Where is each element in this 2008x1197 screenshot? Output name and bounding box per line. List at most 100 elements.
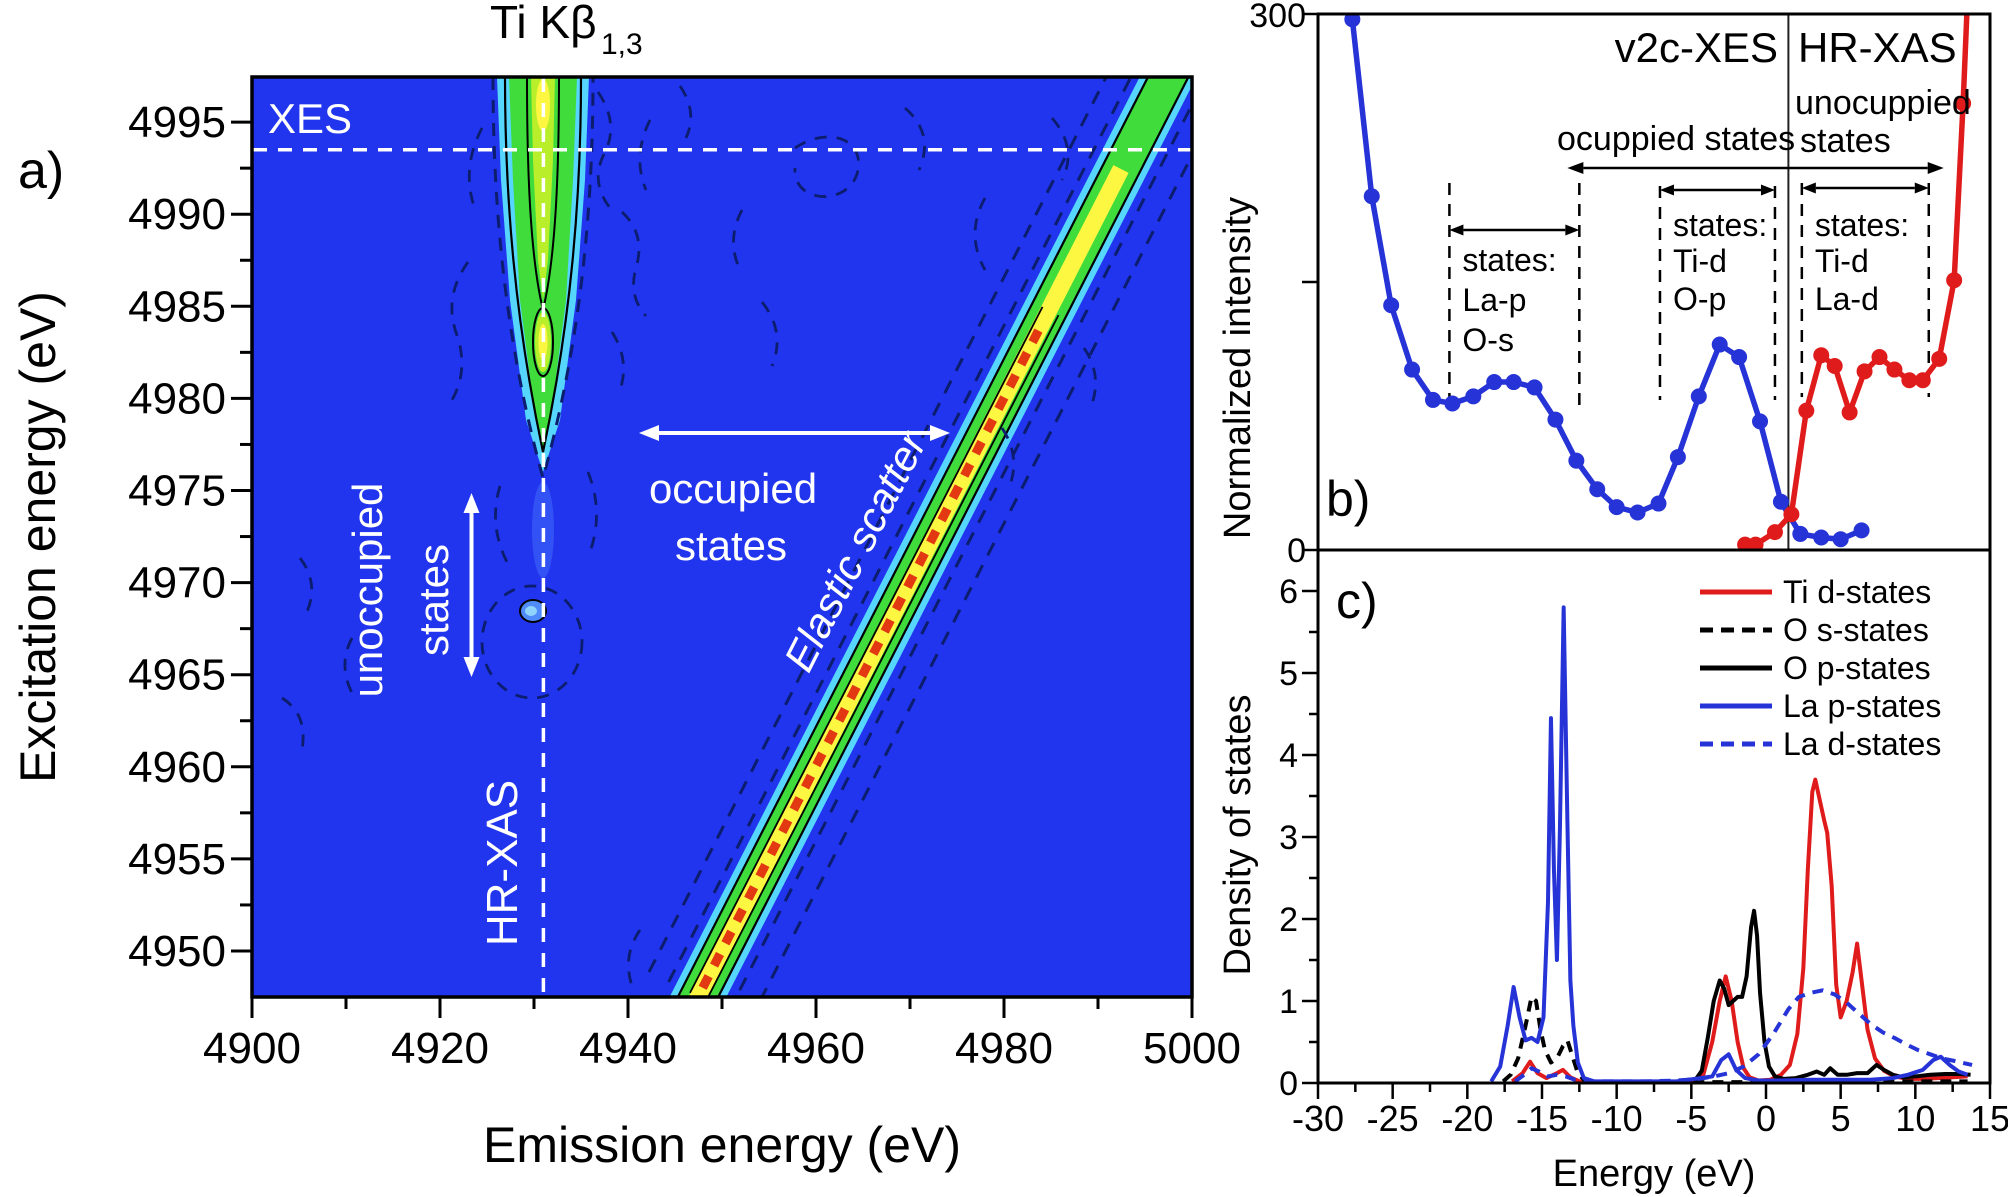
tick-label: -25	[1367, 1098, 1419, 1139]
panel-a-ylabel: Excitation energy (eV)	[10, 291, 66, 783]
data-point	[1568, 452, 1585, 469]
unoccupied-annotation-line2: states	[410, 544, 457, 656]
data-point	[1486, 374, 1503, 391]
tick-label: 4980	[955, 1024, 1053, 1073]
data-point	[1841, 404, 1858, 421]
map-art	[253, 77, 1192, 997]
legend-label: La d-states	[1783, 726, 1941, 762]
data-point	[1547, 411, 1564, 428]
panel-b-regions: states:La-pO-sstates:Ti-dO-pstates:Ti-dL…	[1448, 14, 1944, 550]
tick-label: 2	[1279, 901, 1298, 939]
panel-c-ylabel: Density of states	[1217, 695, 1259, 976]
data-point	[1711, 336, 1728, 353]
data-point	[1813, 529, 1830, 546]
panel-a-ticks: 4950 4955 4960 4965 4970 4975 4980 4985 4990 4995…	[128, 98, 1241, 1073]
data-point	[1608, 499, 1625, 516]
tick-label: 4975	[128, 467, 226, 516]
data-point	[1931, 350, 1948, 367]
region-label: states:	[1815, 207, 1909, 243]
data-point	[1853, 522, 1870, 539]
tick-label: 0	[1279, 1065, 1298, 1103]
panel-b-series	[1344, 14, 1972, 550]
tick-label: 4900	[203, 1024, 301, 1073]
series-v2c-XES	[1349, 19, 1863, 543]
data-point	[1783, 506, 1800, 523]
region-label: La-p	[1462, 282, 1526, 318]
tick-label: 3	[1279, 819, 1298, 857]
data-point	[1444, 395, 1461, 412]
tick-label: -20	[1441, 1098, 1493, 1139]
data-point	[1629, 504, 1646, 521]
data-point	[1914, 372, 1931, 389]
data-point	[1731, 349, 1748, 366]
panel-b-ticks	[1302, 12, 1318, 552]
contour-noise	[281, 85, 1097, 987]
panel-c-series	[1489, 605, 1973, 1083]
tick-label: 4980	[128, 374, 226, 423]
tick-label: 4990	[128, 190, 226, 239]
unoccupied-annotation-line1: unoccupied	[344, 483, 391, 698]
panel-a: 4950 4955 4960 4965 4970 4975 4980 4985 4990 4995…	[10, 0, 1241, 1173]
region-label: Ti-d	[1673, 243, 1727, 279]
panel-b-label: b)	[1326, 471, 1370, 527]
data-point	[1505, 374, 1522, 391]
occupied-annotation-line1: occupied	[649, 465, 817, 512]
legend-label: La p-states	[1783, 688, 1941, 724]
tick-label: 10	[1895, 1098, 1935, 1139]
panel-b-ylabel: Normalized intensity	[1217, 197, 1259, 539]
region-label: La-d	[1815, 281, 1879, 317]
data-point	[1901, 372, 1918, 389]
region-label: states:	[1673, 207, 1767, 243]
panel-c-xlabel: Energy (eV)	[1553, 1153, 1756, 1195]
data-point	[1669, 449, 1686, 466]
tick-label: 4965	[128, 651, 226, 700]
tick-label: 4970	[128, 559, 226, 608]
panel-a-xlabel: Emission energy (eV)	[483, 1117, 961, 1173]
data-point	[1798, 402, 1815, 419]
data-point	[1363, 188, 1380, 205]
data-point	[1856, 363, 1873, 380]
region-label: states:	[1462, 242, 1556, 278]
series-Ti d-states	[1510, 777, 1968, 1083]
tick-label: 15	[1970, 1098, 2008, 1139]
data-point	[1766, 524, 1783, 541]
tick-label: 5	[1279, 655, 1298, 693]
map-background	[252, 77, 1192, 997]
tick-label: 4995	[128, 98, 226, 147]
tick-label: 4985	[128, 282, 226, 331]
tick-label: 4960	[767, 1024, 865, 1073]
data-point	[1832, 531, 1849, 548]
panel-c-label: c)	[1336, 573, 1378, 629]
panel-a-arrows	[463, 425, 950, 677]
region-label: O-s	[1462, 322, 1514, 358]
occupied-annotation-line2: states	[675, 522, 787, 569]
data-point	[1871, 349, 1888, 366]
data-point	[1650, 495, 1667, 512]
region-label: O-p	[1673, 281, 1726, 317]
tick-label: -10	[1591, 1098, 1643, 1139]
data-point	[1344, 14, 1361, 28]
tick-label: 4940	[579, 1024, 677, 1073]
data-point	[1465, 388, 1482, 405]
data-point	[1589, 481, 1606, 498]
tick-label: 4960	[128, 743, 226, 792]
elastic-band	[647, 77, 1192, 997]
data-point	[1383, 297, 1400, 314]
tick-label: 4920	[391, 1024, 489, 1073]
data-point	[1772, 493, 1789, 510]
panel-a-label: a)	[18, 142, 64, 200]
cut-guides	[253, 78, 1191, 996]
xes-annotation: XES	[268, 95, 352, 142]
data-point	[1826, 357, 1843, 374]
data-point	[1886, 361, 1903, 378]
panel-b-ytick-0: 0	[1287, 532, 1306, 570]
tick-label: -30	[1292, 1098, 1344, 1139]
tick-label: 4950	[128, 927, 226, 976]
data-point	[1404, 361, 1421, 378]
legend-label: O s-states	[1783, 612, 1929, 648]
legend-label: O p-states	[1783, 650, 1931, 686]
legend-label: Ti d-states	[1783, 574, 1931, 610]
tick-label: 6	[1279, 573, 1298, 611]
